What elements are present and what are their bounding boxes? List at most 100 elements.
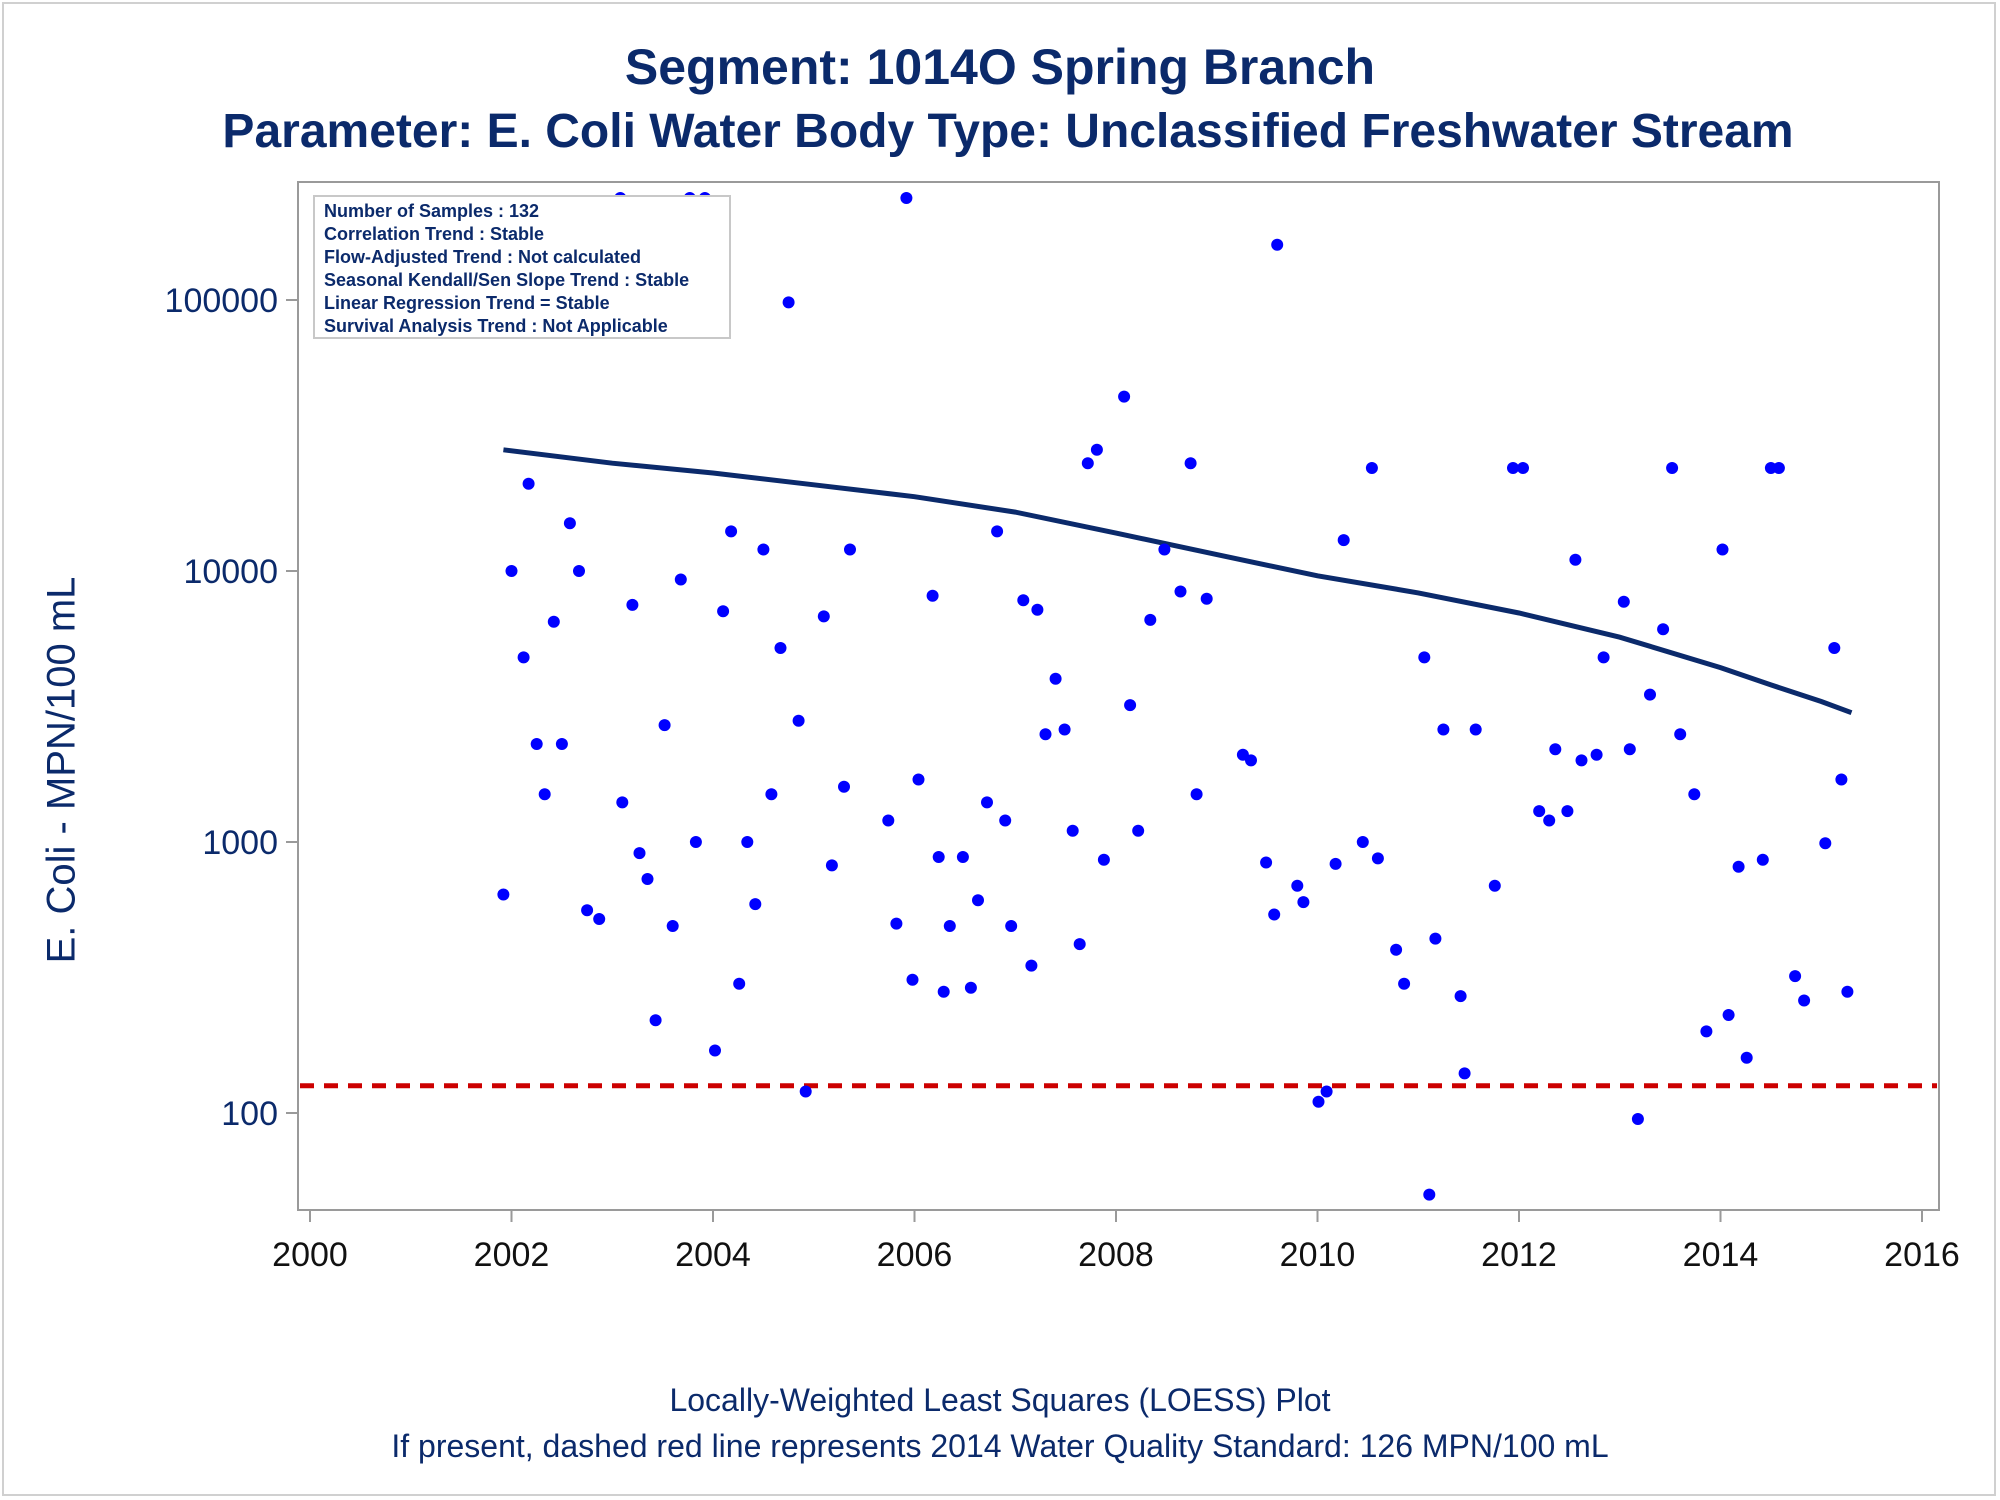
sample-point — [1017, 594, 1030, 607]
x-tick-label: 2016 — [1884, 1236, 1960, 1274]
sample-point — [890, 917, 903, 930]
sample-point — [1073, 938, 1086, 951]
sample-point — [782, 296, 795, 309]
sample-point — [1271, 238, 1284, 251]
sample-point — [1517, 462, 1529, 474]
sample-point — [593, 913, 606, 925]
sample-point — [1458, 1067, 1471, 1080]
sample-point — [1124, 699, 1137, 712]
sample-point — [1543, 814, 1556, 827]
x-tick-label: 2006 — [877, 1236, 953, 1274]
y-tick-label: 1000 — [202, 824, 278, 862]
x-tick-label: 2010 — [1280, 1236, 1356, 1274]
sample-point — [626, 598, 639, 611]
sample-point — [1732, 860, 1745, 873]
sample-point — [616, 796, 629, 809]
sample-point — [991, 525, 1004, 538]
y-tick-label: 10000 — [183, 553, 278, 591]
sample-point — [1058, 723, 1071, 736]
sample-point — [1623, 743, 1636, 756]
sample-point — [633, 847, 646, 860]
sample-point — [972, 894, 984, 907]
info-box-line: Linear Regression Trend = Stable — [324, 293, 610, 313]
sample-point — [1617, 595, 1630, 608]
sample-point — [838, 780, 850, 793]
sample-point — [1722, 1009, 1735, 1021]
sample-point — [573, 565, 585, 577]
sample-point — [1398, 977, 1411, 990]
sample-point — [1789, 970, 1802, 983]
x-tick-label: 2008 — [1078, 1236, 1154, 1274]
sample-point — [1245, 754, 1257, 767]
sample-point — [1005, 920, 1018, 932]
sample-point — [1132, 824, 1145, 837]
sample-point — [1066, 824, 1079, 837]
sample-point — [1590, 748, 1603, 761]
sample-point — [555, 738, 568, 750]
sample-point — [1569, 553, 1582, 566]
sample-point — [1365, 462, 1378, 474]
sample-point — [1819, 837, 1832, 850]
sample-point — [517, 651, 530, 664]
sample-point — [1688, 788, 1701, 801]
sample-point — [1835, 773, 1848, 786]
sample-point — [792, 714, 805, 727]
sample-point — [741, 836, 754, 848]
sample-point — [1798, 994, 1811, 1007]
sample-point — [937, 985, 950, 998]
sample-point — [906, 973, 919, 986]
sample-point — [1841, 985, 1854, 998]
sample-point — [1507, 462, 1519, 474]
sample-point — [1666, 462, 1679, 474]
sample-point — [1716, 543, 1729, 556]
trend-info-box: Number of Samples : 132 Correlation Trend… — [313, 195, 731, 339]
info-box-line: Flow-Adjusted Trend : Not calculated — [324, 247, 641, 267]
chart-title: Segment: 1014O Spring Branch — [624, 39, 1376, 95]
sample-point — [1437, 723, 1450, 736]
sample-point — [825, 859, 838, 872]
sample-point — [1031, 603, 1044, 616]
sample-point — [1158, 543, 1171, 556]
sample-point — [981, 796, 993, 809]
sample-point — [530, 738, 543, 750]
y-tick-label: 100000 — [165, 282, 278, 320]
sample-point — [717, 605, 730, 618]
x-tick-label: 2000 — [272, 1236, 348, 1274]
sample-point — [641, 873, 654, 885]
sample-point — [689, 836, 702, 848]
sample-point — [1644, 688, 1656, 701]
sample-point — [1561, 805, 1574, 818]
footnote-plot-type: Locally-Weighted Least Squares (LOESS) P… — [669, 1382, 1331, 1418]
sample-point — [1740, 1051, 1753, 1064]
footnote-standard: If present, dashed red line represents 2… — [391, 1428, 1609, 1464]
sample-point — [1090, 443, 1103, 456]
sample-point — [932, 851, 945, 863]
sample-point — [538, 788, 551, 801]
sample-point — [1297, 896, 1310, 909]
sample-point — [1356, 836, 1369, 848]
sample-point — [1329, 857, 1342, 870]
sample-point — [1190, 788, 1203, 801]
sample-point — [882, 814, 895, 827]
info-box-border — [313, 195, 731, 339]
sample-point — [1631, 1113, 1644, 1125]
sample-point — [1772, 462, 1785, 474]
sample-point — [1597, 651, 1610, 664]
sample-point — [765, 788, 778, 801]
sample-point — [1144, 613, 1157, 626]
sample-point — [1320, 1085, 1333, 1098]
sample-point — [658, 719, 671, 732]
sample-point — [505, 565, 518, 577]
sample-point — [1575, 754, 1588, 767]
chart-subtitle: Parameter: E. Coli Water Body Type: Uncl… — [222, 105, 1794, 158]
sample-point — [522, 477, 535, 490]
sample-point — [1081, 457, 1094, 470]
sample-point — [999, 814, 1012, 827]
sample-point — [757, 543, 770, 556]
info-box-line: Survival Analysis Trend : Not Applicable — [324, 316, 668, 336]
sample-point — [1184, 457, 1197, 470]
sample-point — [674, 573, 687, 586]
x-axis: 2000 2002 2004 2006 2008 2010 2012 2014 2016 — [272, 1210, 1960, 1274]
